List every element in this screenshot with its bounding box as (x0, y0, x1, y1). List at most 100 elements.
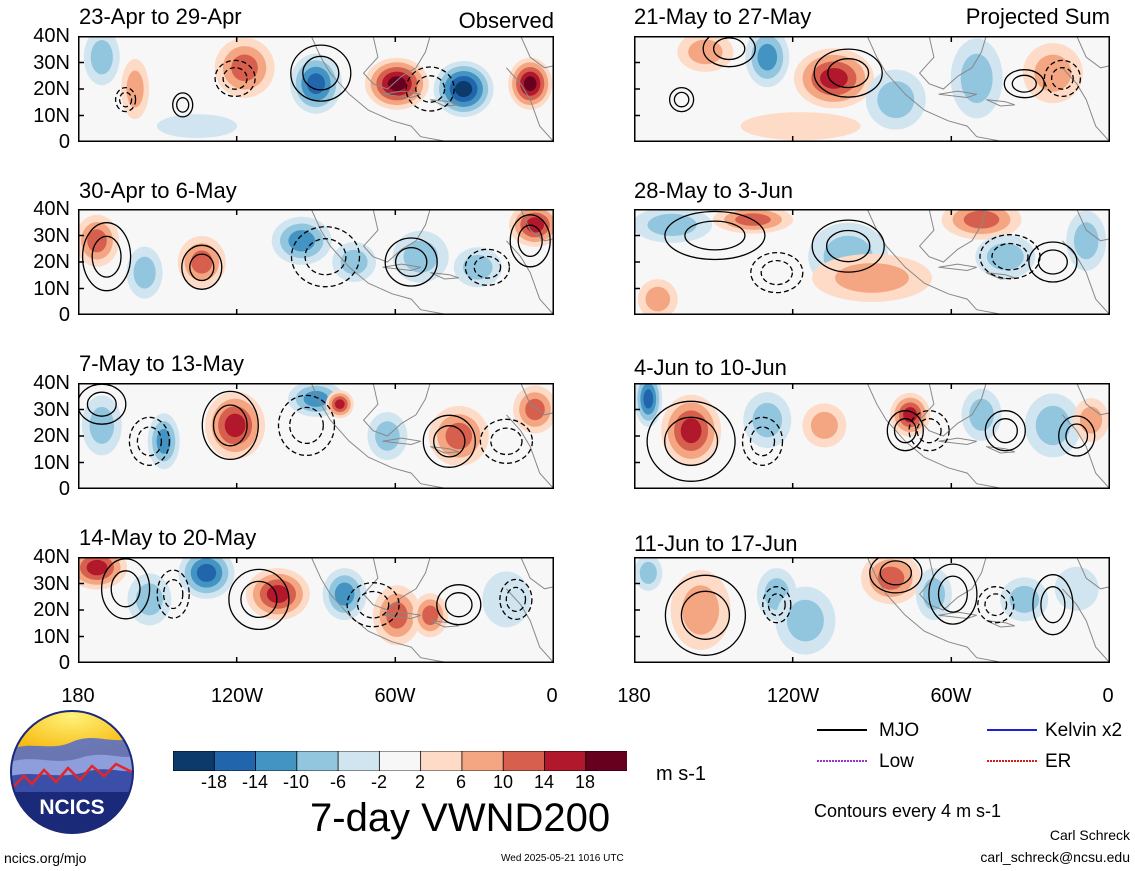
coastline (938, 437, 977, 446)
x-tick: 120W (766, 685, 820, 707)
anomaly-shading (157, 114, 237, 139)
y-tick: 40N (33, 546, 70, 568)
coastline (938, 90, 977, 99)
legend-label: Low (879, 751, 914, 772)
anomaly-shading (133, 256, 156, 289)
map-panel (634, 557, 1110, 663)
mjo-contour (879, 560, 913, 586)
map-graphic (78, 36, 554, 142)
coastline (382, 90, 421, 99)
anomaly-shading (224, 413, 246, 438)
map-panel (78, 383, 554, 489)
y-tick: 10N (33, 105, 70, 127)
y-tick: 20N (33, 425, 70, 447)
anomaly-shading (740, 112, 861, 141)
y-tick: 40N (33, 198, 70, 220)
anomaly-shading (680, 418, 702, 444)
colorbar-swatch (337, 750, 381, 772)
mjo-contour (673, 91, 690, 108)
map-graphic (78, 209, 554, 315)
mjo-contour (415, 75, 446, 103)
mjo-contour (517, 224, 543, 258)
mjo-contour (664, 416, 719, 466)
anomaly-shading (1054, 566, 1099, 611)
colorbar-swatch (420, 750, 463, 772)
x-tick: 60W (930, 685, 972, 707)
x-tick: 60W (374, 685, 416, 707)
anomaly-shading (307, 73, 325, 95)
y-tick: 40N (33, 25, 70, 47)
mjo-contour (749, 426, 776, 457)
mjo-contour (1058, 415, 1096, 457)
map-panel (78, 209, 554, 315)
map-panel (634, 36, 1110, 142)
anomaly-shading (386, 602, 408, 629)
mjo-contour (984, 410, 1026, 452)
ncics-logo: NCICS (10, 710, 134, 834)
panel-title: 4-Jun to 10-Jun (634, 355, 787, 380)
anomaly-shading (445, 422, 473, 450)
colorbar-swatch (585, 750, 628, 772)
mjo-contour (684, 220, 746, 251)
colorbar-swatch (544, 750, 587, 772)
y-tick: 0 (58, 131, 70, 153)
legend-line (817, 760, 867, 762)
y-tick: 30N (33, 225, 70, 247)
anomaly-shading (682, 585, 720, 635)
anomaly-shading (387, 76, 406, 92)
mjo-contour (992, 418, 1018, 444)
y-tick: 30N (33, 399, 70, 421)
mjo-contour (928, 563, 978, 625)
mjo-contour (1011, 74, 1037, 93)
colorbar-swatches (172, 750, 628, 772)
mjo-contour (114, 86, 137, 113)
mjo-contour (228, 568, 290, 631)
mjo-contour (984, 593, 1008, 617)
panel-title: 28-May to 3-Jun (634, 178, 793, 203)
y-tick: 20N (33, 78, 70, 100)
anomaly-shading (688, 39, 723, 65)
coastline (520, 383, 554, 416)
map-graphic (634, 557, 1110, 663)
colorbar-tick: -18 (200, 772, 228, 792)
mjo-contour (916, 418, 942, 444)
mjo-contour (128, 416, 171, 466)
anomaly-shading (786, 599, 824, 642)
coastline (985, 99, 1015, 107)
mjo-contour (81, 222, 132, 292)
mjo-contour (760, 259, 794, 286)
mjo-contour (201, 390, 259, 461)
y-tick: 30N (33, 52, 70, 74)
mjo-contour (346, 582, 400, 628)
anomaly-shading (877, 81, 915, 119)
mjo-contour (664, 574, 747, 656)
anomaly-shading (963, 210, 1000, 229)
mjo-contour (110, 570, 141, 608)
anomaly-shading (757, 43, 778, 71)
panel-title: 14-May to 20-May (79, 525, 257, 550)
mjo-contour (86, 391, 117, 417)
y-tick: 20N (33, 251, 70, 273)
panel-title: 30-Apr to 6-May (79, 178, 237, 203)
mjo-contour (1037, 249, 1068, 275)
mjo-contour (1032, 574, 1074, 636)
mjo-contour (664, 210, 766, 261)
panel-title: 7-May to 13-May (79, 351, 245, 376)
coastline (918, 36, 987, 90)
mjo-contour (91, 235, 122, 278)
logo-text: NCICS (39, 796, 104, 819)
mjo-contour (384, 237, 438, 287)
legend-label: ER (1045, 751, 1072, 772)
mjo-contour (499, 578, 533, 621)
mjo-contour (304, 238, 347, 276)
mjo-contour (214, 59, 256, 98)
colorbar-units: m s-1 (656, 763, 706, 785)
anomaly-shading (1073, 222, 1099, 260)
anomaly-shading (191, 250, 213, 274)
mjo-contour (1003, 69, 1045, 99)
coastline (429, 620, 459, 628)
coastline (506, 240, 554, 315)
anomaly-shading (523, 76, 537, 92)
x-tick: 0 (546, 685, 558, 707)
mjo-contour (422, 414, 476, 468)
